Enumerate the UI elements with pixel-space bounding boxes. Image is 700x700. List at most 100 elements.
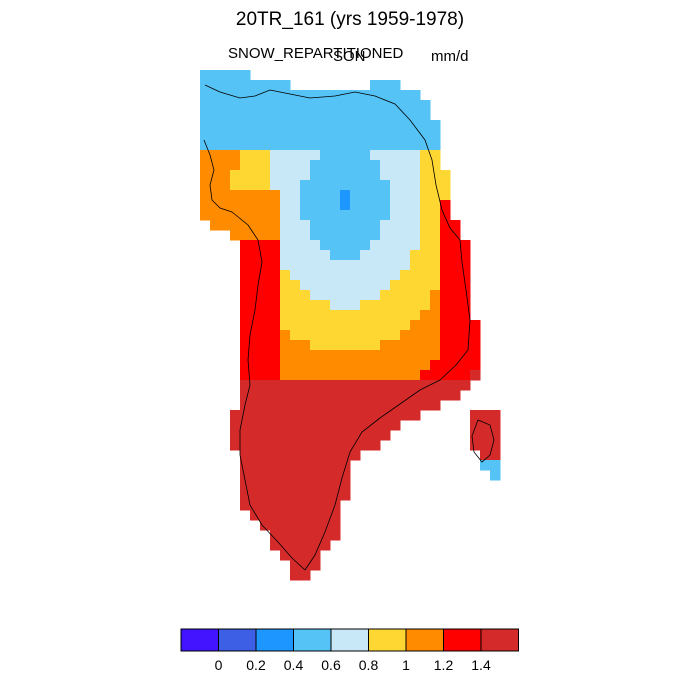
- map-cell: [400, 140, 411, 151]
- map-cell: [350, 370, 361, 381]
- map-cell: [290, 500, 301, 511]
- map-cell: [470, 340, 481, 351]
- map-cell: [460, 330, 471, 341]
- map-cell: [330, 120, 341, 131]
- map-cell: [230, 80, 241, 91]
- map-cell: [210, 150, 221, 161]
- map-cell: [490, 460, 501, 471]
- map-cell: [340, 480, 351, 491]
- map-cell: [280, 330, 291, 341]
- map-cell: [400, 360, 411, 371]
- map-cell: [260, 330, 271, 341]
- map-cell: [210, 90, 221, 101]
- map-cell: [350, 310, 361, 321]
- map-cell: [330, 170, 341, 181]
- map-cell: [320, 410, 331, 421]
- map-cell: [240, 360, 251, 371]
- colorbar-box-8: [480, 628, 519, 652]
- map-cell: [300, 460, 311, 471]
- map-cell: [330, 100, 341, 111]
- map-cell: [350, 90, 361, 101]
- map-cell: [240, 420, 251, 431]
- map-cell: [300, 180, 311, 191]
- map-cell: [440, 260, 451, 271]
- map-cell: [220, 220, 231, 231]
- map-cell: [260, 500, 271, 511]
- map-cell: [490, 470, 501, 481]
- map-cell: [220, 130, 231, 141]
- map-cell: [430, 270, 441, 281]
- map-cell: [270, 360, 281, 371]
- map-cell: [200, 200, 211, 211]
- map-cell: [320, 400, 331, 411]
- map-cell: [420, 250, 431, 261]
- map-cell: [390, 300, 401, 311]
- map-cell: [410, 300, 421, 311]
- map-cell: [200, 90, 211, 101]
- map-cell: [370, 230, 381, 241]
- map-cell: [370, 180, 381, 191]
- map-cell: [420, 390, 431, 401]
- map-cell: [430, 380, 441, 391]
- map-cell: [360, 370, 371, 381]
- map-cell: [400, 220, 411, 231]
- map-cell: [260, 470, 271, 481]
- map-cell: [410, 330, 421, 341]
- map-cell: [250, 180, 261, 191]
- map-cell: [450, 290, 461, 301]
- map-cell: [310, 520, 321, 531]
- map-cell: [290, 150, 301, 161]
- map-cell: [310, 190, 321, 201]
- map-cell: [450, 300, 461, 311]
- map-cell: [230, 170, 241, 181]
- map-cell: [480, 420, 491, 431]
- map-cell: [440, 220, 451, 231]
- map-cell: [460, 290, 471, 301]
- map-cell: [290, 280, 301, 291]
- map-cell: [320, 500, 331, 511]
- map-cell: [260, 510, 271, 521]
- map-cell: [320, 510, 331, 521]
- map-cell: [430, 150, 441, 161]
- map-cell: [300, 470, 311, 481]
- map-cell: [300, 260, 311, 271]
- map-cell: [350, 300, 361, 311]
- map-cell: [440, 170, 451, 181]
- map-cell: [270, 80, 281, 91]
- map-cell: [290, 320, 301, 331]
- colorbar-boxes: [180, 628, 519, 652]
- map-cell: [400, 170, 411, 181]
- map-cell: [310, 230, 321, 241]
- map-cell: [440, 200, 451, 211]
- map-cell: [250, 220, 261, 231]
- map-cell: [230, 220, 241, 231]
- map-cell: [260, 170, 271, 181]
- map-cell: [340, 100, 351, 111]
- colorbar-tick-label: 0: [215, 657, 223, 673]
- map-cell: [330, 300, 341, 311]
- map-cell: [260, 180, 271, 191]
- map-cell: [310, 100, 321, 111]
- map-cell: [280, 350, 291, 361]
- map-cell: [230, 130, 241, 141]
- map-cell: [270, 510, 281, 521]
- map-cell: [460, 250, 471, 261]
- map-cell: [270, 260, 281, 271]
- map-cell: [270, 440, 281, 451]
- map-cell: [360, 110, 371, 121]
- map-cell: [310, 490, 321, 501]
- map-cell: [370, 350, 381, 361]
- map-cell: [490, 410, 501, 421]
- map-cell: [350, 150, 361, 161]
- map-cell: [340, 390, 351, 401]
- map-cell: [280, 550, 291, 561]
- map-cell: [380, 190, 391, 201]
- map-cell: [430, 370, 441, 381]
- map-cell: [400, 260, 411, 271]
- map-cell: [270, 380, 281, 391]
- map-cell: [370, 160, 381, 171]
- map-cell: [210, 170, 221, 181]
- map-cell: [310, 530, 321, 541]
